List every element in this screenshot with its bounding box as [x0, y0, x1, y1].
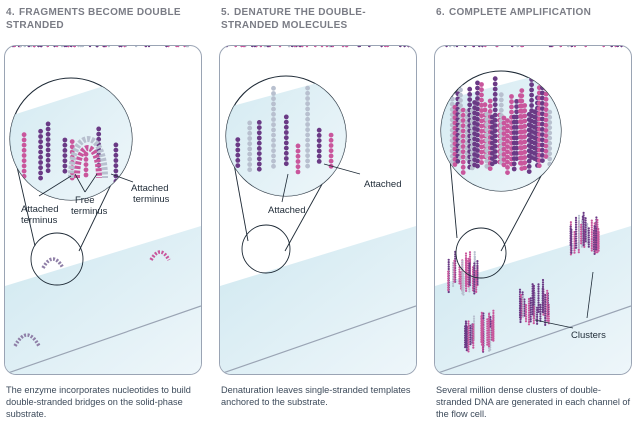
illustration-denatured: Attached Attached	[220, 46, 416, 374]
label-pointers	[534, 271, 594, 329]
small-lens	[241, 224, 291, 274]
panel-step-6: 6. COMPLETE AMPLIFICATION	[434, 0, 632, 427]
dna-cluster	[518, 278, 550, 326]
dna-cluster	[464, 309, 495, 353]
substrate-edge	[5, 305, 201, 374]
panel-step-4: 4. FRAGMENTS BECOME DOUBLE STRANDED	[4, 0, 202, 427]
step-title: 5. DENATURE THE DOUBLE-STRANDED MOLECULES	[221, 6, 417, 32]
step-number: 5.	[221, 7, 230, 18]
label-pointers	[38, 173, 134, 197]
substrate-edge	[435, 305, 631, 374]
step-title: 6. COMPLETE AMPLIFICATION	[436, 6, 632, 19]
substrate-edge	[220, 305, 416, 374]
substrate-surface	[5, 226, 201, 374]
illustration-bridges: Attached terminus Free terminus Attached te…	[5, 46, 201, 374]
label-clusters: Clusters	[571, 330, 606, 341]
bridge-molecules	[13, 250, 171, 347]
label-attached-right: Attached	[364, 179, 402, 190]
zoomed-strands	[449, 76, 553, 175]
template-strands	[445, 46, 623, 48]
small-lens	[30, 232, 84, 286]
step-caption: Denaturation leaves single-stranded temp…	[221, 385, 411, 407]
dna-cluster	[447, 250, 479, 296]
label-attached-left: Attached	[268, 205, 306, 216]
zoomed-strands	[235, 85, 334, 175]
small-lens	[455, 227, 507, 279]
step-title-text: COMPLETE AMPLIFICATION	[448, 7, 592, 18]
diagram-card: Attached Attached	[219, 45, 417, 375]
substrate-surface	[220, 226, 416, 374]
illustration-clusters: Clusters	[435, 46, 631, 374]
step-title-text: FRAGMENTS BECOME DOUBLE STRANDED	[6, 7, 181, 31]
label-free-terminus: Free terminus	[71, 195, 108, 217]
step-title-text: DENATURE THE DOUBLE-STRANDED MOLECULES	[221, 7, 366, 31]
step-caption: The enzyme incorporates nucleotides to b…	[6, 385, 191, 419]
diagram-card: Clusters	[434, 45, 632, 375]
template-strands	[224, 46, 413, 48]
label-attached-terminus-left: Attached terminus	[21, 204, 59, 226]
dna-cluster	[569, 211, 600, 256]
step-title: 4. FRAGMENTS BECOME DOUBLE STRANDED	[6, 6, 202, 32]
label-pointers	[281, 163, 361, 203]
step-number: 4.	[6, 7, 15, 18]
template-strands	[11, 46, 190, 48]
step-caption: Several million dense clusters of double…	[436, 385, 631, 419]
zoom-bridge	[68, 136, 108, 179]
step-number: 6.	[436, 7, 445, 18]
label-attached-terminus-right: Attached terminus	[131, 183, 170, 205]
diagram-card: Attached terminus Free terminus Attached te…	[4, 45, 202, 375]
panel-step-5: 5. DENATURE THE DOUBLE-STRANDED MOLECULES	[219, 0, 417, 427]
